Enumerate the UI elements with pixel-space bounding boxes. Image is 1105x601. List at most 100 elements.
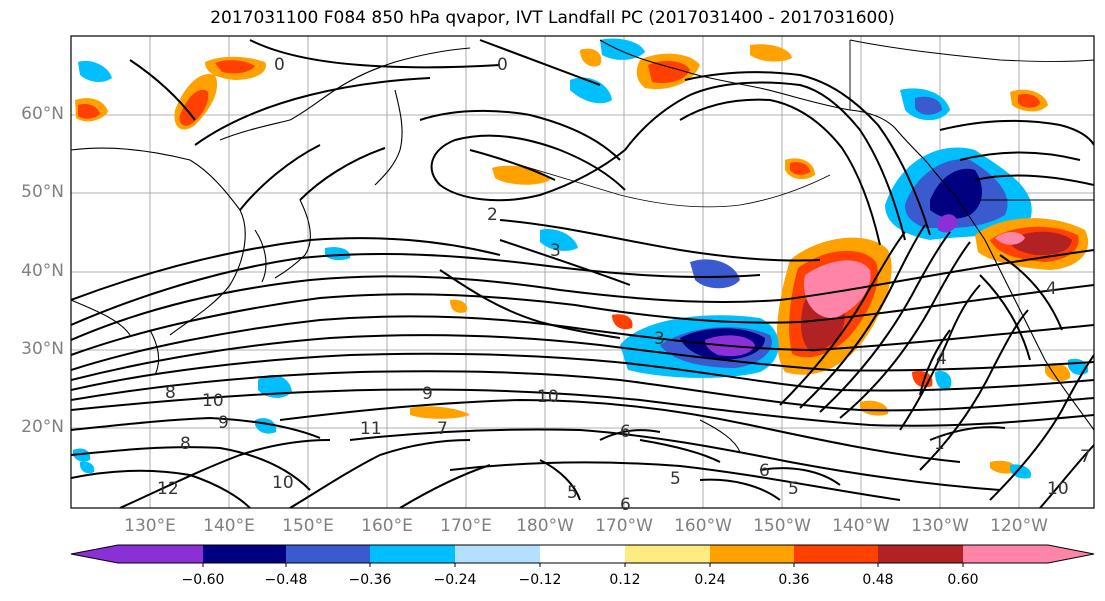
contour-label: 4 <box>936 349 947 369</box>
positive-anomaly-fill <box>410 406 470 419</box>
contour-label: 5 <box>788 479 799 499</box>
contour-label: 1 <box>934 434 945 454</box>
map-frame <box>70 35 1095 509</box>
lon-label: 150°W <box>753 516 811 536</box>
contour-label: 3 <box>550 241 561 261</box>
negative-anomaly-fill <box>935 370 952 390</box>
contour-label: 9 <box>218 413 229 433</box>
colorbar-segment <box>878 545 963 563</box>
lon-label: 140°W <box>832 516 890 536</box>
positive-anomaly-fill <box>179 89 209 126</box>
colorbar-tick-label: −0.60 <box>181 572 225 588</box>
colorbar-tick-label: 0.48 <box>862 572 894 588</box>
positive-anomaly-fill <box>215 60 255 74</box>
contour-label: 7 <box>437 419 448 439</box>
lon-label: 170°E <box>440 516 492 536</box>
colorbar-tick-label: 0.24 <box>694 572 726 588</box>
positive-anomaly-fill <box>804 260 871 319</box>
colorbar-segment <box>455 545 540 563</box>
positive-anomaly-fill <box>580 48 602 67</box>
colorbar-extend-low <box>71 545 203 563</box>
colorbar-tick-label: −0.36 <box>348 572 392 588</box>
colorbar-tick-label: 0.36 <box>778 572 810 588</box>
positive-anomaly-fill <box>860 400 889 416</box>
contour-label: 8 <box>180 434 191 454</box>
ivt-contours <box>71 39 1094 508</box>
negative-anomaly-fill <box>258 374 292 398</box>
contour-label: 7 <box>1080 447 1091 467</box>
contour-label: 10 <box>202 391 224 411</box>
colorbar-tick-label: 0.12 <box>609 572 641 588</box>
negative-anomaly-fill <box>325 247 351 261</box>
positive-anomaly-fill <box>648 60 690 84</box>
colorbar <box>70 544 1095 567</box>
contour-label: 11 <box>360 419 382 439</box>
colorbar-segment <box>286 545 370 563</box>
negative-anomaly-fill <box>80 461 95 474</box>
colorbar-segment <box>540 545 625 563</box>
positive-anomaly-fill <box>612 314 633 330</box>
lat-label: 30°N <box>21 339 64 359</box>
contour-label: 5 <box>567 483 578 503</box>
positive-anomaly-fill <box>790 162 810 175</box>
contour-label: 5 <box>670 469 681 489</box>
negative-anomaly-fill <box>78 60 112 82</box>
colorbar-segment <box>203 545 286 563</box>
colorbar-tick-label: 0.60 <box>947 572 979 588</box>
colorbar-tick-label: −0.48 <box>264 572 308 588</box>
lon-label: 180°W <box>516 516 574 536</box>
positive-anomaly-fill <box>995 232 1025 245</box>
map-content <box>71 36 1094 508</box>
negative-anomaly-fill <box>690 259 740 289</box>
lat-label: 60°N <box>21 104 64 124</box>
anomaly-fills <box>73 38 1089 479</box>
positive-anomaly-fill <box>450 299 468 313</box>
contour-label: 2 <box>487 205 498 225</box>
negative-anomaly-fill <box>73 448 91 462</box>
lat-label: 20°N <box>21 417 64 437</box>
lon-label: 150°E <box>282 516 334 536</box>
map-title: 2017031100 F084 850 hPa qvapor, IVT Land… <box>210 8 895 28</box>
positive-anomaly-fill <box>990 460 1017 474</box>
lon-label: 140°E <box>203 516 255 536</box>
contour-label: 6 <box>620 422 631 442</box>
positive-anomaly-fill <box>1018 94 1040 108</box>
negative-anomaly-fill <box>540 229 578 251</box>
positive-anomaly-fill <box>1010 231 1072 256</box>
lon-label: 120°W <box>990 516 1048 536</box>
contour-label: 9 <box>422 384 433 404</box>
contour-label: 6 <box>620 495 631 515</box>
contour-label: 10 <box>537 387 559 407</box>
colorbar-segment <box>625 545 710 563</box>
colorbar-segment <box>710 545 794 563</box>
colorbar-tick-label: −0.12 <box>518 572 562 588</box>
negative-anomaly-fill <box>915 96 942 115</box>
positive-anomaly-fill <box>1045 363 1071 382</box>
contour-label: 10 <box>1047 479 1069 499</box>
lon-label: 160°E <box>361 516 413 536</box>
lon-label: 170°W <box>595 516 653 536</box>
lat-label: 40°N <box>21 261 64 281</box>
contour-label: 3 <box>654 329 665 349</box>
contour-label: 0 <box>497 55 508 75</box>
contour-label: 8 <box>165 383 176 403</box>
lon-label: 160°W <box>674 516 732 536</box>
positive-anomaly-fill <box>750 44 792 62</box>
contour-label: 10 <box>272 473 294 493</box>
colorbar-segment <box>794 545 878 563</box>
lat-label: 50°N <box>21 182 64 202</box>
negative-anomaly-fill <box>600 38 645 60</box>
colorbar-tick-label: −0.24 <box>433 572 477 588</box>
negative-anomaly-fill <box>570 77 612 104</box>
contour-label: 12 <box>157 479 179 499</box>
positive-anomaly-fill <box>78 104 100 119</box>
lon-label: 130°E <box>124 516 176 536</box>
colorbar-segment <box>370 545 455 563</box>
negative-anomaly-fill <box>1010 464 1032 479</box>
negative-anomaly-fill <box>938 214 958 233</box>
colorbar-extend-high <box>963 545 1094 563</box>
contour-label: 6 <box>759 461 770 481</box>
contour-label: 4 <box>1046 279 1057 299</box>
colorbar-outline <box>70 544 1095 564</box>
